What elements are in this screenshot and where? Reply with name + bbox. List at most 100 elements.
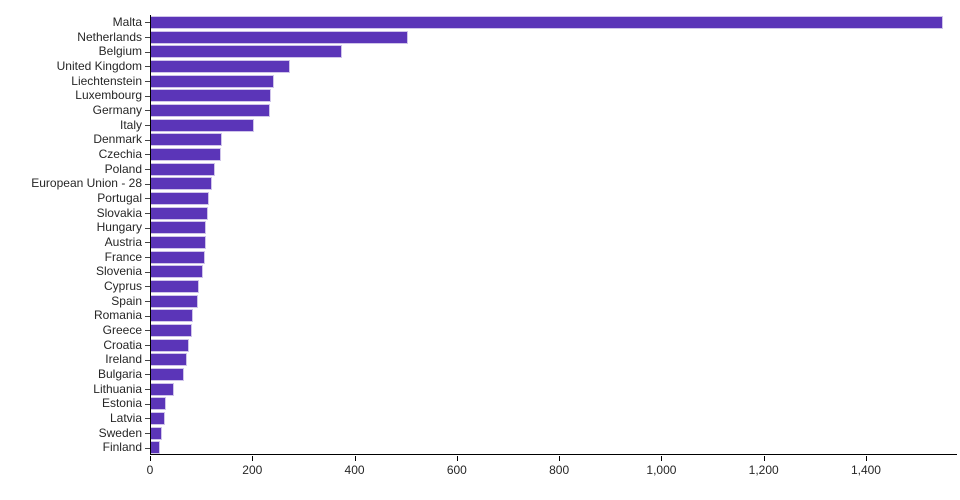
y-axis-label-latvia: Latvia [109, 410, 142, 425]
bar-luxembourg [151, 89, 271, 103]
y-axis-label-croatia: Croatia [103, 337, 142, 352]
y-axis-tick [145, 183, 150, 185]
bar-slovakia [151, 206, 208, 220]
bar-germany [151, 103, 270, 117]
x-axis-tick [865, 456, 867, 461]
y-axis-tick [145, 433, 150, 434]
y-axis-tick [145, 22, 150, 24]
y-axis-label-austria: Austria [104, 234, 142, 249]
bar-spain [151, 294, 198, 308]
bar-croatia [151, 338, 189, 352]
y-axis-label-germany: Germany [92, 102, 142, 117]
x-axis-tick [354, 456, 356, 461]
y-axis-tick [145, 169, 150, 170]
y-axis-tick [145, 418, 150, 420]
y-axis-tick [145, 257, 150, 258]
y-axis-tick [145, 227, 150, 229]
y-axis-tick [145, 374, 150, 376]
bar-latvia [151, 411, 165, 425]
bar-estonia [151, 397, 166, 411]
x-axis-tick [150, 456, 151, 461]
bar-united-kingdom [151, 59, 290, 73]
bar-portugal [151, 191, 209, 205]
bar-france [151, 250, 205, 264]
y-axis-tick [145, 315, 150, 317]
y-axis-tick [145, 271, 150, 273]
y-axis-label-slovenia: Slovenia [95, 264, 142, 279]
y-axis-label-romania: Romania [93, 308, 142, 323]
bar-bulgaria [151, 367, 184, 381]
y-axis-tick [145, 110, 150, 112]
x-axis-tick-label: 600 [446, 463, 467, 477]
y-axis-label-poland: Poland [104, 161, 142, 176]
y-axis-label-finland: Finland [102, 440, 142, 455]
y-axis-label-cyprus: Cyprus [103, 278, 142, 293]
y-axis-label-belgium: Belgium [98, 44, 142, 59]
y-axis-tick [145, 81, 150, 82]
x-axis-tick-label: 0 [146, 463, 154, 477]
y-axis-tick [145, 37, 150, 38]
y-axis-tick [145, 403, 150, 405]
x-axis-tick-label: 1,400 [850, 463, 881, 477]
bar-cyprus [151, 279, 199, 293]
y-axis-tick [145, 125, 150, 126]
bar-hungary [151, 221, 206, 235]
bar-denmark [151, 133, 222, 147]
y-axis-tick [145, 330, 150, 332]
y-axis-label-ireland: Ireland [105, 352, 142, 367]
y-axis-tick [145, 154, 150, 156]
y-axis-tick [145, 447, 150, 449]
bar-european-union-28 [151, 177, 212, 191]
y-axis-label-hungary: Hungary [96, 220, 142, 235]
y-axis-label-european-union-28: European Union - 28 [31, 176, 142, 191]
y-axis-label-italy: Italy [119, 117, 142, 132]
y-axis-label-spain: Spain [111, 293, 142, 308]
y-axis-tick [145, 301, 150, 302]
x-axis-tick-label: 200 [242, 463, 263, 477]
x-axis-tick [763, 456, 765, 461]
y-axis-tick [145, 389, 150, 390]
y-axis-tick [145, 286, 150, 288]
x-axis-tick-label: 400 [344, 463, 365, 477]
y-axis-label-france: France [104, 249, 142, 264]
bar-belgium [151, 45, 342, 59]
bar-lithuania [151, 382, 174, 396]
bar-sweden [151, 426, 162, 440]
y-axis-label-lithuania: Lithuania [93, 381, 142, 396]
x-axis-tick [661, 456, 663, 461]
bar-malta [151, 15, 943, 29]
y-axis-tick [145, 66, 150, 68]
y-axis-label-czechia: Czechia [98, 146, 142, 161]
y-axis-label-portugal: Portugal [97, 190, 142, 205]
y-axis-tick [145, 95, 150, 97]
x-axis-tick-label: 800 [549, 463, 570, 477]
y-axis-label-netherlands: Netherlands [77, 29, 142, 44]
y-axis-label-luxembourg: Luxembourg [75, 88, 142, 103]
bar-romania [151, 309, 193, 323]
bar-netherlands [151, 30, 408, 44]
y-axis-tick [145, 139, 150, 141]
y-axis-label-sweden: Sweden [98, 425, 142, 440]
y-axis-tick [145, 345, 150, 346]
x-axis-tick-label: 1,000 [646, 463, 677, 477]
x-axis-tick [252, 456, 254, 461]
x-axis-tick-label: 1,200 [748, 463, 779, 477]
bar-ireland [151, 353, 187, 367]
y-axis-tick [145, 359, 150, 361]
y-axis-label-slovakia: Slovakia [96, 205, 142, 220]
bar-austria [151, 235, 206, 249]
x-axis-tick [559, 456, 561, 461]
y-axis-label-greece: Greece [102, 322, 142, 337]
y-axis-label-united-kingdom: United Kingdom [56, 58, 142, 73]
bar-liechtenstein [151, 74, 274, 88]
y-axis-label-liechtenstein: Liechtenstein [71, 73, 142, 88]
bar-finland [151, 441, 160, 455]
bar-greece [151, 323, 192, 337]
bar-italy [151, 118, 254, 132]
plot-area [150, 15, 957, 455]
y-axis-label-malta: Malta [112, 14, 142, 29]
y-axis-tick [145, 198, 150, 200]
bar-czechia [151, 147, 221, 161]
y-axis-label-estonia: Estonia [101, 396, 142, 411]
